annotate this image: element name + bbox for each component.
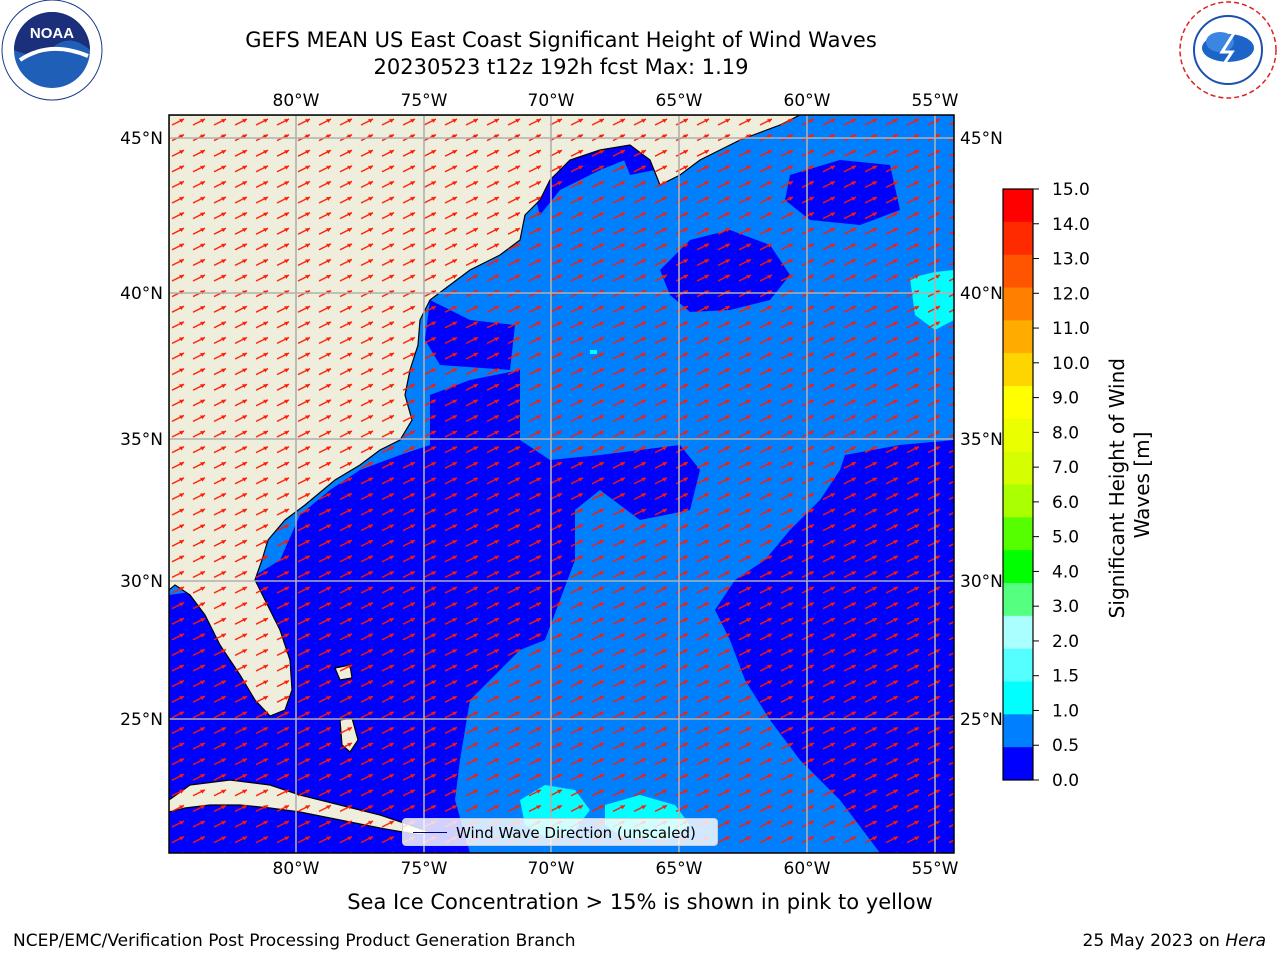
lat-label: 30°N [960,572,1003,592]
legend-line-swatch [413,832,447,833]
lon-label: 55°W [912,91,959,111]
colorbar-tick-label: 7.0 [1052,458,1079,478]
svg-text:NOAA: NOAA [30,25,74,42]
lon-label: 80°W [273,91,320,111]
colorbar-bin [1003,747,1033,781]
colorbar-tick-label: 15.0 [1052,180,1090,200]
colorbar-bin [1003,287,1033,321]
colorbar-bin [1003,189,1033,223]
colorbar-tick-label: 8.0 [1052,423,1079,443]
colorbar-frame [1002,188,1034,781]
lon-label: 60°W [784,91,831,111]
colorbar-bin [1003,681,1033,715]
lat-labels-right: 45°N 40°N 35°N 30°N 25°N [960,129,1003,730]
lon-label: 65°W [656,91,703,111]
lat-label: 45°N [120,129,163,149]
lon-label: 75°W [401,859,448,879]
lon-label: 60°W [784,859,831,879]
colorbar-bin [1003,583,1033,617]
colorbar-tick-label: 4.0 [1052,562,1079,582]
sea-ice-caption: Sea Ice Concentration > 15% is shown in … [0,890,1280,914]
colorbar-tick-label: 12.0 [1052,284,1090,304]
map-legend: Wind Wave Direction (unscaled) [402,818,718,846]
colorbar-tick-label: 14.0 [1052,215,1090,235]
wind-wave-arrows [169,115,954,853]
colorbar-bin [1003,320,1033,354]
colorbar-tick-label: 3.0 [1052,597,1079,617]
colorbar-tick-label: 2.0 [1052,632,1079,652]
legend-label: Wind Wave Direction (unscaled) [456,824,696,842]
footer-host: Hera [1225,931,1266,951]
colorbar-tick-label: 0.0 [1052,771,1079,791]
map-area [169,115,954,853]
lat-labels-left: 45°N 40°N 35°N 30°N 25°N [120,129,163,730]
lon-label: 80°W [273,859,320,879]
map-frame [168,114,955,854]
colorbar-tick-label: 0.5 [1052,736,1079,756]
colorbar-ticks: 15.0 14.0 13.0 12.0 11.0 10.0 9.0 8.0 7.0 6.0 5.0 4… [1033,180,1090,791]
lon-labels-bottom: 80°W 75°W 70°W 65°W 60°W 55°W [273,859,959,879]
colorbar-bin [1003,353,1033,387]
colorbar-bin [1003,386,1033,420]
lat-label: 40°N [960,284,1003,304]
national-weather-service-logo [1179,1,1277,99]
title-line-1: GEFS MEAN US East Coast Significant Heig… [245,28,877,52]
footer-date-text: 25 May 2023 on [1082,931,1226,951]
lon-labels-top: 80°W 75°W 70°W 65°W 60°W 55°W [273,91,959,111]
colorbar-bin [1003,517,1033,551]
lon-label: 70°W [528,91,575,111]
colorbar-tick-label: 6.0 [1052,493,1079,513]
colorbar-tick-label: 10.0 [1052,354,1090,374]
lon-label: 65°W [656,859,703,879]
title-line-2: 20230523 t12z 192h fcst Max: 1.19 [373,55,749,79]
colorbar-tick-label: 5.0 [1052,528,1079,548]
footer-credit: NCEP/EMC/Verification Post Processing Pr… [13,931,576,951]
colorbar-title: Significant Height of Wind Waves [m] [1105,352,1154,619]
colorbar-bin [1003,254,1033,288]
lat-label: 40°N [120,284,163,304]
colorbar-bin [1003,451,1033,485]
footer-date: 25 May 2023 on Hera [1083,931,1267,951]
map-title: GEFS MEAN US East Coast Significant Heig… [0,27,1122,81]
lat-label: 35°N [120,430,163,450]
colorbar-bin [1003,550,1033,584]
lat-label: 35°N [960,430,1003,450]
lat-label: 30°N [120,572,163,592]
colorbar-tick-label: 13.0 [1052,250,1090,270]
colorbar-bin [1003,714,1033,748]
colorbar-tick-label: 11.0 [1052,319,1090,339]
noaa-logo: NOAA [1,0,103,101]
colorbar-tick-label: 1.0 [1052,701,1079,721]
graticule [169,115,954,853]
lon-label: 55°W [912,859,959,879]
colorbar-bin [1003,221,1033,256]
lat-label: 25°N [960,710,1003,730]
lon-label: 75°W [401,91,448,111]
colorbar-tick-label: 1.5 [1052,667,1079,687]
colorbar-bin [1003,418,1033,453]
colorbar-bin [1003,648,1033,682]
caption-text: Sea Ice Concentration > 15% is shown in … [347,890,933,914]
colorbar-tick-label: 9.0 [1052,389,1079,409]
lon-label: 70°W [528,859,575,879]
colorbar [1002,188,1034,781]
colorbar-bin [1003,615,1033,650]
colorbar-bin [1003,484,1033,518]
lat-label: 45°N [960,129,1003,149]
lat-label: 25°N [120,710,163,730]
